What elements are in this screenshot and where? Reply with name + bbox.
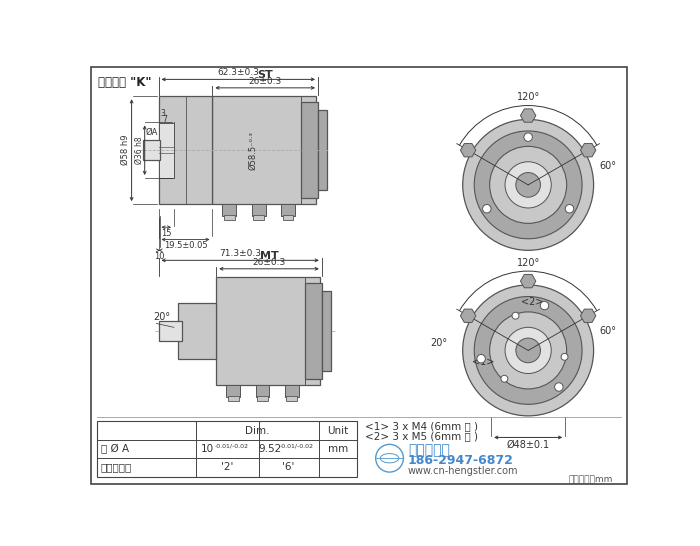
Text: 20°: 20°	[430, 338, 447, 348]
Bar	[228, 396, 239, 401]
Text: MT: MT	[260, 251, 279, 261]
Text: '2': '2'	[221, 462, 233, 472]
Text: '6': '6'	[283, 462, 295, 472]
Text: 62.3±0.3: 62.3±0.3	[217, 68, 259, 77]
Text: <1>: <1>	[473, 357, 495, 367]
Circle shape	[490, 146, 567, 223]
Bar	[301, 103, 318, 198]
Bar	[158, 122, 174, 178]
Bar	[223, 204, 237, 216]
Bar	[318, 110, 327, 190]
Circle shape	[501, 375, 508, 382]
Text: 120°: 120°	[517, 92, 540, 103]
Circle shape	[516, 173, 540, 197]
Bar	[286, 396, 297, 401]
Circle shape	[566, 205, 574, 213]
Bar	[281, 204, 295, 216]
Bar	[226, 385, 240, 397]
Text: <2>: <2>	[521, 298, 543, 307]
Text: 26±0.3: 26±0.3	[253, 258, 286, 267]
Circle shape	[554, 383, 563, 391]
Text: 120°: 120°	[517, 258, 540, 268]
Text: Ø36 h8: Ø36 h8	[135, 136, 144, 164]
Bar	[253, 215, 264, 220]
Circle shape	[477, 354, 485, 363]
Circle shape	[512, 312, 519, 319]
Bar	[158, 321, 182, 341]
Bar	[97, 422, 357, 477]
Circle shape	[475, 131, 582, 239]
Text: -0.01/-0.02: -0.01/-0.02	[215, 443, 248, 448]
Bar	[144, 140, 160, 160]
Circle shape	[463, 120, 594, 250]
Text: 15: 15	[161, 229, 172, 238]
Bar	[224, 215, 234, 220]
Text: 20°: 20°	[153, 312, 170, 322]
Circle shape	[505, 162, 552, 208]
Circle shape	[540, 301, 549, 310]
Text: 尺寸单位：mm: 尺寸单位：mm	[568, 475, 613, 484]
Text: 19.5±0.05: 19.5±0.05	[164, 241, 207, 250]
Text: 7: 7	[162, 115, 167, 124]
Text: <1> 3 x M4 (6mm 深 ): <1> 3 x M4 (6mm 深 )	[365, 421, 478, 431]
Bar	[216, 277, 321, 385]
Text: 轴 Ø A: 轴 Ø A	[101, 444, 129, 454]
Text: 西安德伍拓: 西安德伍拓	[408, 443, 450, 458]
Text: Ø58 h9: Ø58 h9	[121, 135, 130, 165]
Text: 轴类型代码: 轴类型代码	[101, 462, 132, 472]
Circle shape	[516, 338, 540, 363]
Text: -0.01/-0.02: -0.01/-0.02	[279, 443, 314, 448]
Circle shape	[505, 327, 552, 373]
Bar	[158, 96, 213, 204]
Text: 60°: 60°	[600, 161, 617, 170]
Text: ØA: ØA	[146, 128, 158, 137]
Circle shape	[524, 133, 533, 141]
Text: 9.52: 9.52	[258, 444, 282, 454]
Circle shape	[475, 296, 582, 405]
Circle shape	[561, 353, 568, 360]
Bar	[322, 291, 331, 371]
Text: 3: 3	[161, 109, 166, 118]
Circle shape	[490, 312, 567, 389]
Circle shape	[482, 205, 491, 213]
Text: Ø48±0.1: Ø48±0.1	[507, 440, 550, 450]
Text: <2> 3 x M5 (6mm 深 ): <2> 3 x M5 (6mm 深 )	[365, 432, 478, 442]
Text: 26±0.3: 26±0.3	[248, 78, 282, 86]
Text: 71.3±0.3: 71.3±0.3	[219, 249, 261, 258]
Text: www.cn-hengstler.com: www.cn-hengstler.com	[408, 466, 519, 476]
Bar	[256, 385, 270, 397]
Text: 186-2947-6872: 186-2947-6872	[408, 454, 514, 467]
Bar	[285, 385, 299, 397]
Text: Dim.: Dim.	[245, 425, 270, 436]
Text: Unit: Unit	[328, 425, 349, 436]
Circle shape	[463, 285, 594, 416]
Text: Ø58.5⁻⁰·³: Ø58.5⁻⁰·³	[248, 131, 258, 170]
Text: 夹紧法兰 "K": 夹紧法兰 "K"	[99, 76, 152, 90]
Bar	[305, 283, 322, 379]
Bar	[213, 96, 316, 204]
Text: 10: 10	[200, 444, 214, 454]
Text: mm: mm	[328, 444, 348, 454]
Bar	[257, 396, 268, 401]
Bar	[252, 204, 265, 216]
Bar	[283, 215, 293, 220]
Bar	[178, 304, 216, 359]
Text: ST: ST	[258, 70, 273, 80]
Text: 10: 10	[154, 252, 164, 261]
Text: 60°: 60°	[600, 326, 617, 336]
